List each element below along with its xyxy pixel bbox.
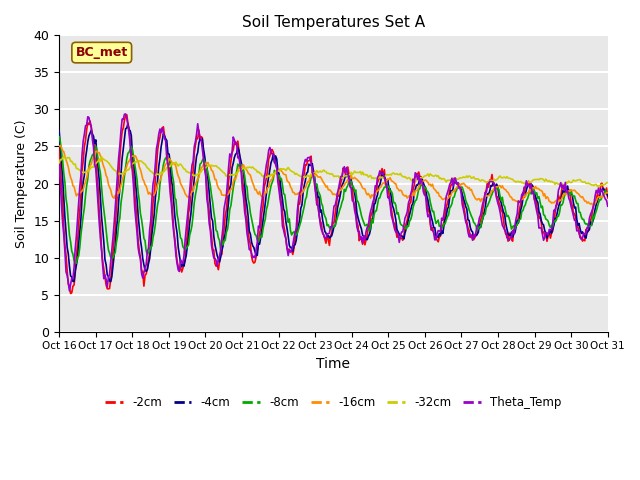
Line: -4cm: -4cm	[59, 124, 608, 282]
-2cm	[365, 224, 372, 229]
-8cm	[288, 232, 296, 238]
-4cm	[228, 165, 236, 170]
-16cm	[227, 187, 235, 192]
Theta_Temp	[228, 149, 236, 155]
-2cm	[556, 197, 563, 203]
-16cm	[555, 199, 563, 204]
Theta_Temp	[365, 223, 372, 229]
-8cm	[460, 188, 467, 194]
-4cm	[55, 128, 63, 133]
Theta_Temp	[122, 111, 129, 117]
-32cm	[460, 174, 467, 180]
-4cm	[289, 249, 296, 254]
-16cm	[364, 192, 371, 198]
Theta_Temp	[66, 288, 74, 294]
-4cm	[124, 121, 132, 127]
-16cm	[390, 179, 397, 185]
Theta_Temp	[391, 227, 399, 232]
-2cm	[604, 195, 612, 201]
-16cm	[56, 143, 64, 148]
-2cm	[228, 150, 236, 156]
-32cm	[593, 184, 601, 190]
-32cm	[364, 172, 371, 178]
-32cm	[390, 170, 397, 176]
-32cm	[288, 168, 296, 174]
-8cm	[390, 200, 397, 206]
Legend: -2cm, -4cm, -8cm, -16cm, -32cm, Theta_Temp: -2cm, -4cm, -8cm, -16cm, -32cm, Theta_Te…	[100, 391, 566, 413]
-4cm	[391, 211, 399, 216]
X-axis label: Time: Time	[316, 357, 351, 371]
-4cm	[604, 193, 612, 199]
-32cm	[60, 153, 68, 159]
Line: -2cm: -2cm	[59, 115, 608, 293]
-8cm	[72, 260, 80, 266]
-4cm	[461, 199, 468, 205]
-2cm	[67, 290, 74, 296]
Line: -8cm: -8cm	[59, 137, 608, 263]
-2cm	[289, 252, 296, 257]
-16cm	[589, 203, 596, 208]
-2cm	[391, 221, 399, 227]
-32cm	[604, 180, 612, 185]
-16cm	[288, 186, 296, 192]
-16cm	[55, 144, 63, 149]
-8cm	[555, 214, 563, 219]
-4cm	[556, 201, 563, 206]
-4cm	[107, 279, 115, 285]
Y-axis label: Soil Temperature (C): Soil Temperature (C)	[15, 119, 28, 248]
-16cm	[604, 190, 612, 196]
-2cm	[461, 207, 468, 213]
Title: Soil Temperatures Set A: Soil Temperatures Set A	[242, 15, 425, 30]
-4cm	[365, 233, 372, 239]
Theta_Temp	[289, 242, 296, 248]
-2cm	[55, 144, 63, 150]
Text: BC_met: BC_met	[76, 46, 128, 59]
-32cm	[227, 172, 235, 178]
-2cm	[123, 112, 131, 118]
Line: -16cm: -16cm	[59, 145, 608, 205]
-8cm	[55, 134, 63, 140]
-32cm	[55, 160, 63, 166]
Theta_Temp	[556, 184, 563, 190]
-32cm	[555, 181, 563, 187]
Theta_Temp	[604, 204, 612, 209]
-16cm	[460, 180, 467, 186]
Line: Theta_Temp: Theta_Temp	[59, 114, 608, 291]
-8cm	[604, 190, 612, 196]
Theta_Temp	[461, 212, 468, 218]
Line: -32cm: -32cm	[59, 156, 608, 187]
-8cm	[227, 203, 235, 208]
Theta_Temp	[55, 163, 63, 168]
-8cm	[364, 221, 371, 227]
